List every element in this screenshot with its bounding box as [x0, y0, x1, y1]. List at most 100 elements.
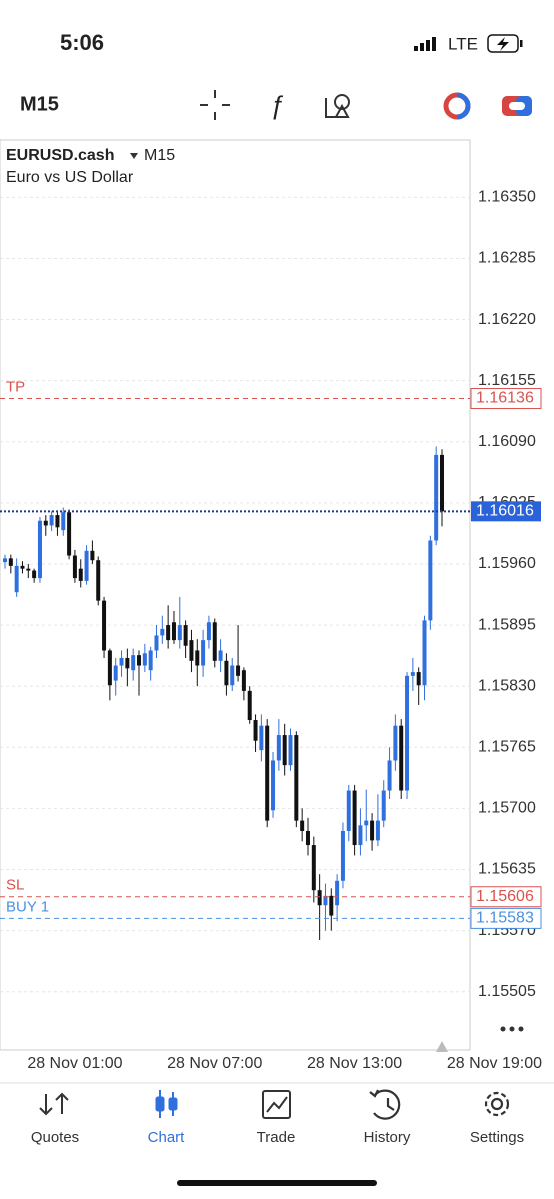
tab-label[interactable]: Chart	[148, 1129, 186, 1146]
x-tick-label: 28 Nov 07:00	[167, 1055, 262, 1072]
candle-body	[317, 890, 322, 906]
battery-icon	[487, 34, 523, 53]
candle-body	[230, 665, 235, 686]
candle-body	[14, 565, 19, 593]
x-tick-label: 28 Nov 01:00	[27, 1055, 122, 1072]
candle-body	[177, 625, 182, 641]
candle-body	[224, 660, 229, 686]
candle-body	[67, 512, 72, 556]
candle-body	[422, 620, 427, 686]
candle-body	[259, 725, 264, 751]
candle-body	[160, 628, 165, 636]
y-tick-label: 1.16285	[478, 250, 536, 267]
trade-button[interactable]	[443, 92, 471, 120]
candle-body	[428, 540, 433, 621]
network: LTE	[448, 34, 478, 53]
tab-label[interactable]: History	[364, 1129, 411, 1146]
timeframe-button[interactable]: M15	[20, 93, 59, 115]
candle-body	[323, 895, 328, 906]
y-tick-label: 1.15765	[478, 739, 536, 756]
candle-body	[142, 653, 147, 666]
tab-label[interactable]: Quotes	[31, 1129, 79, 1146]
candle-body	[271, 760, 276, 811]
candle-body	[32, 570, 37, 579]
candle-body	[300, 820, 305, 831]
candle-body	[3, 558, 7, 563]
x-tick-label: 28 Nov 13:00	[307, 1055, 402, 1072]
clock: 5:06	[60, 30, 104, 55]
current-price-tag	[471, 501, 541, 522]
candle-body	[288, 735, 293, 766]
candle-body	[434, 454, 439, 541]
candle-body	[282, 735, 287, 766]
candle-body	[61, 512, 66, 531]
candle-body	[37, 520, 42, 579]
candle-body	[49, 515, 54, 526]
y-tick-label: 1.16350	[478, 189, 536, 206]
price-tag-value: 1.15583	[476, 910, 534, 927]
y-tick-label: 1.15960	[478, 555, 536, 572]
scroll-marker	[436, 1041, 448, 1052]
y-tick-label: 1.15700	[478, 800, 536, 817]
x-tick-label: 28 Nov 19:00	[447, 1055, 542, 1072]
price-tag-value: 1.16136	[476, 390, 534, 407]
price-tag	[470, 388, 542, 410]
plot-area	[0, 139, 471, 1051]
candle-body	[119, 657, 124, 666]
candle-body	[43, 520, 48, 526]
candle-body	[137, 655, 142, 666]
candle-body	[311, 845, 316, 891]
quotes-icon[interactable]	[39, 1092, 69, 1116]
chart-icon[interactable]	[155, 1090, 178, 1118]
candle-body	[410, 672, 415, 676]
candle-body	[96, 560, 101, 601]
candle-body	[195, 650, 200, 666]
candle-body	[212, 622, 217, 661]
candle-body	[340, 830, 345, 881]
settings-icon[interactable]	[484, 1091, 510, 1117]
candle-body	[148, 650, 153, 671]
more-button[interactable]	[500, 1026, 524, 1032]
candle-body	[346, 790, 351, 831]
candle-body	[171, 622, 176, 641]
candle-body	[166, 625, 171, 641]
indicators-button[interactable]: ƒ	[270, 90, 284, 120]
trade-icon[interactable]	[262, 1090, 291, 1119]
candle-body	[189, 640, 194, 661]
chart[interactable]	[0, 139, 471, 1051]
price-tag	[470, 886, 542, 908]
candle-body	[247, 690, 252, 721]
y-tick-label: 1.16090	[478, 433, 536, 450]
price-line-label: TP	[6, 378, 25, 395]
candle-body	[399, 725, 404, 791]
tab-label[interactable]: Trade	[257, 1129, 296, 1146]
price-tag-value: 1.15606	[476, 888, 534, 905]
candle-body	[102, 600, 107, 651]
tab-label[interactable]: Settings	[470, 1129, 524, 1146]
candle-body	[90, 550, 95, 561]
candle-body	[335, 880, 340, 906]
crosshair-button[interactable]	[200, 90, 230, 120]
signal-icon	[414, 37, 436, 51]
candle-body	[84, 550, 89, 581]
candle-body	[375, 820, 380, 841]
candle-body	[387, 760, 392, 791]
history-icon[interactable]	[369, 1089, 401, 1120]
candle-body	[294, 735, 299, 821]
y-tick-label: 1.16220	[478, 311, 536, 328]
symbol: EURUSD.cash	[6, 147, 114, 164]
price-line-label: BUY 1	[6, 898, 49, 915]
candle-body	[78, 568, 83, 581]
candle-body	[329, 895, 334, 916]
y-tick-label: 1.15895	[478, 616, 536, 633]
candle-body	[125, 657, 130, 669]
objects-button[interactable]	[325, 94, 350, 118]
candle-body	[276, 735, 281, 761]
price-tag	[470, 907, 542, 929]
account-button[interactable]	[502, 96, 532, 116]
candle-body	[72, 555, 77, 579]
symbol-dropdown[interactable]	[130, 153, 138, 159]
current-price-value: 1.16016	[476, 503, 534, 520]
y-tick-label: 1.15830	[478, 677, 536, 694]
